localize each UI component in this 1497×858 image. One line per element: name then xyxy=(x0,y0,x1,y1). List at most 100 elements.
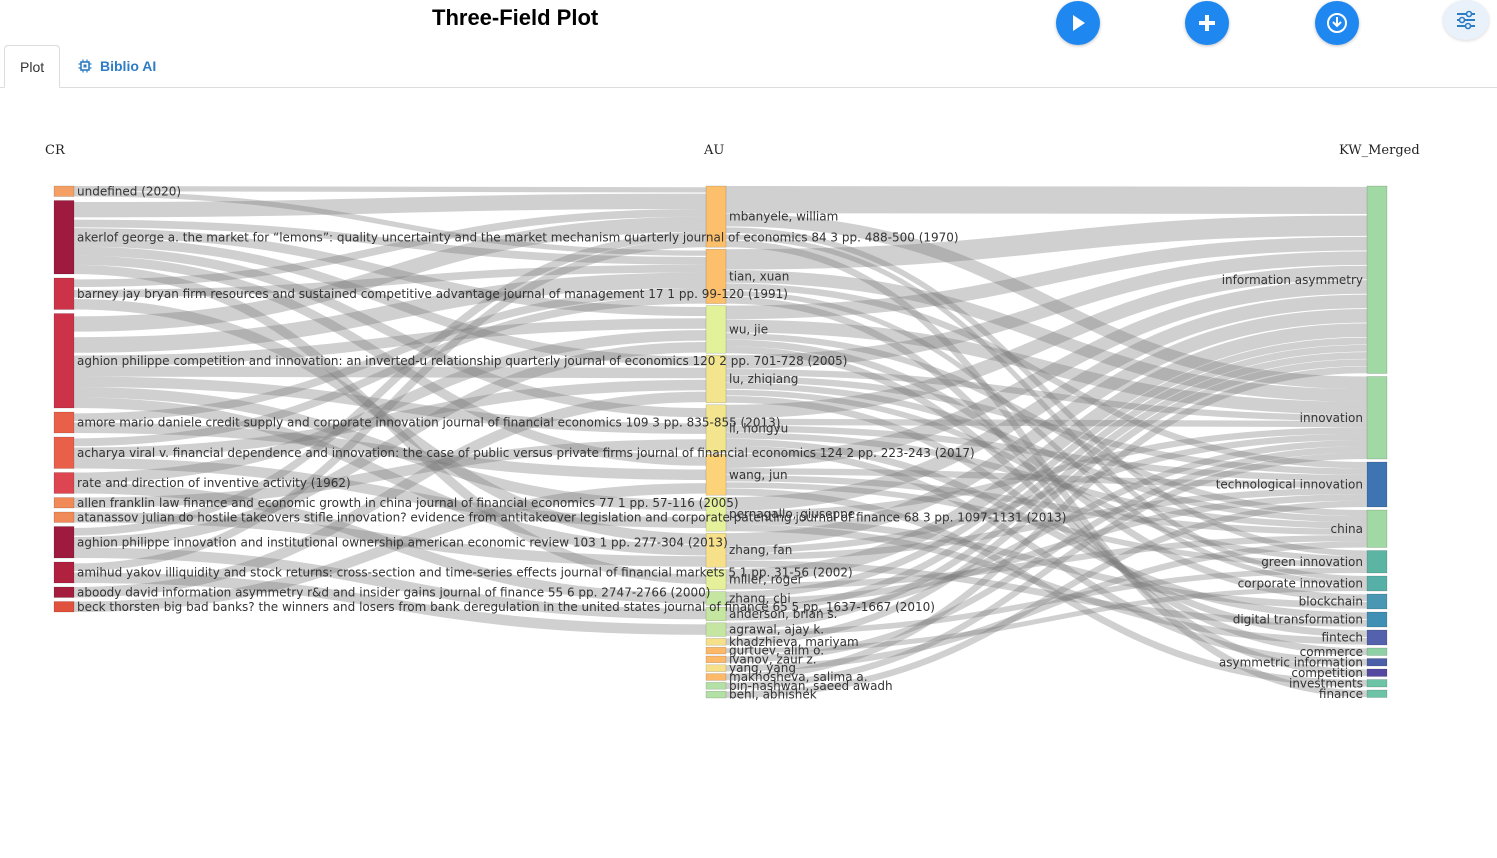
cr-node[interactable] xyxy=(53,472,75,494)
settings-button[interactable] xyxy=(1443,0,1489,40)
flow-link[interactable] xyxy=(73,572,707,635)
flow-link[interactable] xyxy=(73,299,707,545)
tab-biblio-ai[interactable]: Biblio AI xyxy=(78,45,156,86)
flow-link[interactable] xyxy=(725,475,1368,535)
flow-link[interactable] xyxy=(73,318,707,366)
au-node[interactable] xyxy=(705,404,727,453)
flow-link[interactable] xyxy=(725,337,1368,599)
flow-link[interactable] xyxy=(73,219,707,265)
flow-link[interactable] xyxy=(725,567,1368,636)
flow-link[interactable] xyxy=(73,239,707,572)
flow-link[interactable] xyxy=(725,439,1368,621)
flow-link[interactable] xyxy=(725,375,1368,475)
flow-link[interactable] xyxy=(73,288,707,422)
au-node[interactable] xyxy=(705,673,727,681)
flow-link[interactable] xyxy=(73,186,707,193)
flow-link[interactable] xyxy=(73,483,707,604)
run-button[interactable] xyxy=(1056,1,1100,45)
flow-link[interactable] xyxy=(73,458,707,528)
au-node[interactable] xyxy=(705,305,727,354)
au-node[interactable] xyxy=(705,655,727,664)
flow-link[interactable] xyxy=(725,236,1368,320)
cr-node[interactable] xyxy=(53,313,75,409)
flow-link[interactable] xyxy=(725,382,1368,523)
au-node[interactable] xyxy=(705,690,727,699)
flow-link[interactable] xyxy=(73,422,707,481)
flow-link[interactable] xyxy=(73,397,707,556)
flow-link[interactable] xyxy=(725,186,1368,215)
au-node[interactable] xyxy=(705,591,727,606)
flow-link[interactable] xyxy=(73,379,707,458)
flow-link[interactable] xyxy=(725,283,1368,469)
flow-link[interactable] xyxy=(73,208,707,288)
flow-link[interactable] xyxy=(73,376,707,434)
cr-node[interactable] xyxy=(53,277,75,310)
flow-link[interactable] xyxy=(73,255,707,466)
flow-link[interactable] xyxy=(725,468,1368,488)
flow-link[interactable] xyxy=(725,296,1368,677)
flow-link[interactable] xyxy=(725,294,1368,511)
flow-link[interactable] xyxy=(725,524,1368,645)
au-node[interactable] xyxy=(705,682,727,690)
flow-link[interactable] xyxy=(725,240,1368,698)
flow-link[interactable] xyxy=(73,366,707,379)
kw-node[interactable] xyxy=(1366,689,1388,698)
flow-link[interactable] xyxy=(725,396,1368,638)
flow-link[interactable] xyxy=(725,290,1368,586)
au-node[interactable] xyxy=(705,496,727,532)
flow-link[interactable] xyxy=(725,500,1368,698)
kw-node[interactable] xyxy=(1366,611,1388,628)
au-node[interactable] xyxy=(705,646,727,655)
flow-link[interactable] xyxy=(73,264,707,584)
flow-link[interactable] xyxy=(73,483,707,612)
au-node[interactable] xyxy=(705,454,727,496)
flow-link[interactable] xyxy=(725,234,1368,581)
cr-node[interactable] xyxy=(53,200,75,275)
add-button[interactable] xyxy=(1185,1,1229,45)
au-node[interactable] xyxy=(705,664,727,672)
flow-link[interactable] xyxy=(725,418,1368,428)
flow-link[interactable] xyxy=(73,439,707,508)
flow-link[interactable] xyxy=(725,270,1368,402)
flow-link[interactable] xyxy=(725,280,1368,468)
flow-link[interactable] xyxy=(725,432,1368,529)
au-node[interactable] xyxy=(705,185,727,248)
flow-link[interactable] xyxy=(73,237,707,366)
flow-link[interactable] xyxy=(725,369,1368,421)
flow-link[interactable] xyxy=(725,452,1368,689)
au-node[interactable] xyxy=(705,622,727,637)
cr-node[interactable] xyxy=(53,436,75,469)
au-node[interactable] xyxy=(705,532,727,568)
au-node[interactable] xyxy=(705,568,727,590)
flow-link[interactable] xyxy=(725,366,1368,681)
flow-link[interactable] xyxy=(725,265,1368,419)
cr-node[interactable] xyxy=(53,497,75,509)
flow-link[interactable] xyxy=(73,295,707,447)
au-node[interactable] xyxy=(705,248,727,304)
kw-node[interactable] xyxy=(1366,679,1388,688)
kw-node[interactable] xyxy=(1366,668,1388,677)
flow-link[interactable] xyxy=(725,346,1368,656)
cr-node[interactable] xyxy=(53,511,75,523)
flow-link[interactable] xyxy=(725,425,1368,482)
flow-link[interactable] xyxy=(725,586,1368,654)
flow-link[interactable] xyxy=(73,231,707,536)
au-node[interactable] xyxy=(705,638,727,646)
flow-link[interactable] xyxy=(725,339,1368,602)
flow-link[interactable] xyxy=(725,482,1368,568)
flow-link[interactable] xyxy=(725,427,1368,518)
flow-link[interactable] xyxy=(725,215,1368,270)
flow-link[interactable] xyxy=(73,246,707,418)
cr-node[interactable] xyxy=(53,185,75,197)
cr-node[interactable] xyxy=(53,601,75,613)
kw-node[interactable] xyxy=(1366,575,1388,592)
flow-link[interactable] xyxy=(725,333,1368,517)
flow-link[interactable] xyxy=(725,389,1368,562)
flow-link[interactable] xyxy=(725,535,1368,590)
flow-link[interactable] xyxy=(725,517,1368,609)
flow-link[interactable] xyxy=(725,251,1368,369)
flow-link[interactable] xyxy=(725,541,1368,672)
flow-link[interactable] xyxy=(725,487,1368,561)
kw-node[interactable] xyxy=(1366,658,1388,667)
flow-link[interactable] xyxy=(73,342,707,548)
